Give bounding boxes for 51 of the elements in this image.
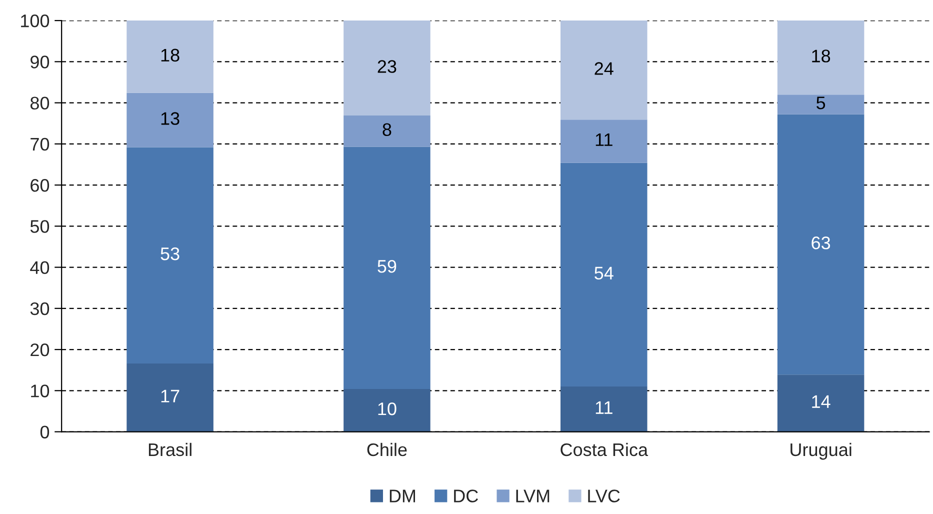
- y-tick-label: 0: [40, 426, 50, 438]
- bar: [560, 162, 648, 387]
- data-label: 13: [161, 112, 180, 125]
- data-label: 8: [382, 123, 392, 136]
- data-label: 11: [596, 401, 612, 414]
- bar: [344, 146, 430, 389]
- y-tick-label: 60: [30, 178, 50, 192]
- x-tick-label: Costa Rica: [560, 442, 648, 456]
- bar: [126, 147, 214, 364]
- bar: [126, 364, 214, 432]
- bar: [560, 20, 648, 120]
- legend-label: LVM: [516, 490, 550, 502]
- bar: [777, 94, 864, 114]
- data-label: 23: [378, 60, 396, 73]
- data-label: 54: [594, 266, 614, 280]
- y-tick-label: 30: [30, 302, 50, 316]
- bar: [560, 120, 648, 163]
- bar: [344, 388, 430, 432]
- x-tick-label: Chile: [367, 442, 407, 456]
- x-tick-label: Uruguai: [790, 442, 852, 460]
- bar: [777, 114, 864, 375]
- legend-label: LVC: [588, 490, 620, 502]
- y-tick-label: 10: [31, 384, 50, 398]
- data-label: 59: [378, 260, 396, 273]
- data-label: 18: [161, 48, 180, 62]
- data-label: 14: [812, 395, 830, 408]
- data-label: 18: [812, 50, 830, 62]
- data-label: 24: [594, 62, 614, 75]
- bar: [560, 386, 648, 432]
- y-tick-label: 100: [21, 14, 50, 28]
- data-label: 53: [160, 247, 180, 260]
- x-tick-label: Brasil: [148, 442, 192, 456]
- y-tick-label: 90: [30, 56, 50, 68]
- bar: [777, 374, 864, 432]
- y-tick-label: 50: [30, 220, 50, 233]
- y-tick-label: 40: [30, 261, 50, 274]
- bar: [777, 20, 864, 95]
- bar: [126, 20, 214, 93]
- bar: [126, 92, 214, 148]
- data-label: 11: [596, 133, 612, 146]
- data-label: 10: [378, 402, 396, 416]
- y-tick-label: 70: [30, 138, 50, 151]
- data-label: 63: [812, 236, 830, 250]
- legend-label: DM: [390, 490, 416, 502]
- legend-label: DC: [454, 490, 478, 502]
- bar: [344, 20, 430, 116]
- y-tick-label: 20: [30, 343, 50, 356]
- data-label: 5: [816, 96, 826, 110]
- data-label: 17: [161, 390, 180, 402]
- bar: [344, 116, 430, 147]
- y-tick-label: 80: [30, 96, 50, 110]
